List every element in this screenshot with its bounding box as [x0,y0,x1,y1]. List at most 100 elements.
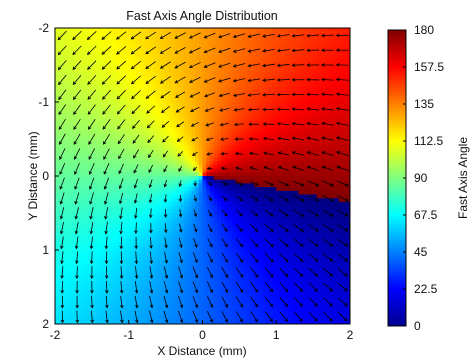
heatmap-cell [128,257,134,262]
heatmap-cell [213,312,218,318]
heatmap-cell [91,220,97,225]
heatmap-cell [128,235,134,240]
heatmap-cell [121,183,126,188]
heatmap-cell [114,109,119,114]
heatmap-cell [132,261,137,266]
heatmap-cell [114,57,119,62]
heatmap-cell [117,279,122,284]
heatmap-cell [154,316,159,321]
heatmap-cell [276,42,281,48]
heatmap-cell [243,205,248,210]
heatmap-cell [206,83,211,88]
heatmap-cell [276,183,281,188]
heatmap-cell [147,35,152,40]
heatmap-cell [195,65,200,70]
heatmap-cell [261,135,266,140]
heatmap-cell [158,209,163,214]
heatmap-cell [254,246,259,251]
heatmap-cell [265,65,270,70]
heatmap-cell [91,264,97,270]
heatmap-cell [91,142,97,147]
heatmap-cell [220,94,226,99]
heatmap-cell [265,183,270,188]
heatmap-cell [80,290,86,295]
heatmap-cell [150,127,156,133]
heatmap-cell [158,109,163,114]
heatmap-cell [99,238,104,244]
heatmap-cell [257,153,263,159]
heatmap-cell [243,28,248,33]
heatmap-cell [184,35,189,40]
heatmap-cell [165,201,170,207]
heatmap-cell [154,216,159,221]
heatmap-cell [106,287,111,292]
heatmap-cell [279,164,285,170]
heatmap-cell [58,72,63,77]
heatmap-cell [176,57,181,62]
heatmap-cell [169,79,174,85]
heatmap-cell [246,168,252,173]
heatmap-cell [246,298,252,303]
heatmap-cell [77,102,82,107]
heatmap-cell [55,172,60,177]
heatmap-cell [69,161,75,166]
heatmap-cell [187,213,193,218]
heatmap-cell [232,105,237,110]
heatmap-cell [121,157,126,162]
heatmap-cell [206,65,211,70]
heatmap-cell [117,98,122,103]
heatmap-cell [150,79,156,85]
heatmap-cell [132,264,137,270]
heatmap-cell [102,194,108,199]
heatmap-cell [114,283,119,288]
heatmap-cell [66,124,71,129]
heatmap-cell [73,253,78,258]
heatmap-cell [95,201,100,207]
heatmap-cell [139,146,145,151]
heatmap-cell [265,135,270,140]
heatmap-cell [220,220,226,225]
heatmap-cell [173,301,178,307]
heatmap-cell [117,50,122,55]
heatmap-cell [268,90,274,96]
heatmap-cell [88,31,93,36]
heatmap-cell [261,309,266,314]
heatmap-cell [235,113,240,118]
heatmap-cell [84,98,89,103]
heatmap-cell [110,238,115,244]
heatmap-cell [202,190,207,196]
heatmap-cell [136,39,141,44]
heatmap-cell [106,65,111,70]
heatmap-cell [121,57,126,62]
heatmap-cell [77,50,82,55]
heatmap-cell [80,205,86,210]
heatmap-cell [114,231,119,236]
heatmap-cell [117,275,122,281]
heatmap-cell [239,216,244,221]
heatmap-cell [169,157,174,162]
heatmap-cell [139,238,145,244]
heatmap-cell [62,150,67,155]
heatmap-cell [169,316,174,321]
heatmap-cell [69,57,75,62]
heatmap-cell [125,135,130,140]
heatmap-cell [206,135,211,140]
heatmap-cell [55,312,60,318]
heatmap-cell [88,157,93,162]
heatmap-cell [272,213,277,218]
heatmap-cell [150,253,156,258]
heatmap-cell [279,194,285,199]
heatmap-cell [99,42,104,48]
heatmap-cell [209,164,215,170]
heatmap-cell [99,235,104,240]
heatmap-cell [268,83,274,88]
heatmap-cell [136,224,141,229]
heatmap-cell [66,113,71,118]
heatmap-cell [77,205,82,210]
heatmap-cell [55,98,60,103]
heatmap-cell [117,53,122,59]
heatmap-cell [66,238,71,244]
heatmap-cell [206,146,211,151]
heatmap-cell [102,294,108,299]
heatmap-cell [117,168,122,173]
